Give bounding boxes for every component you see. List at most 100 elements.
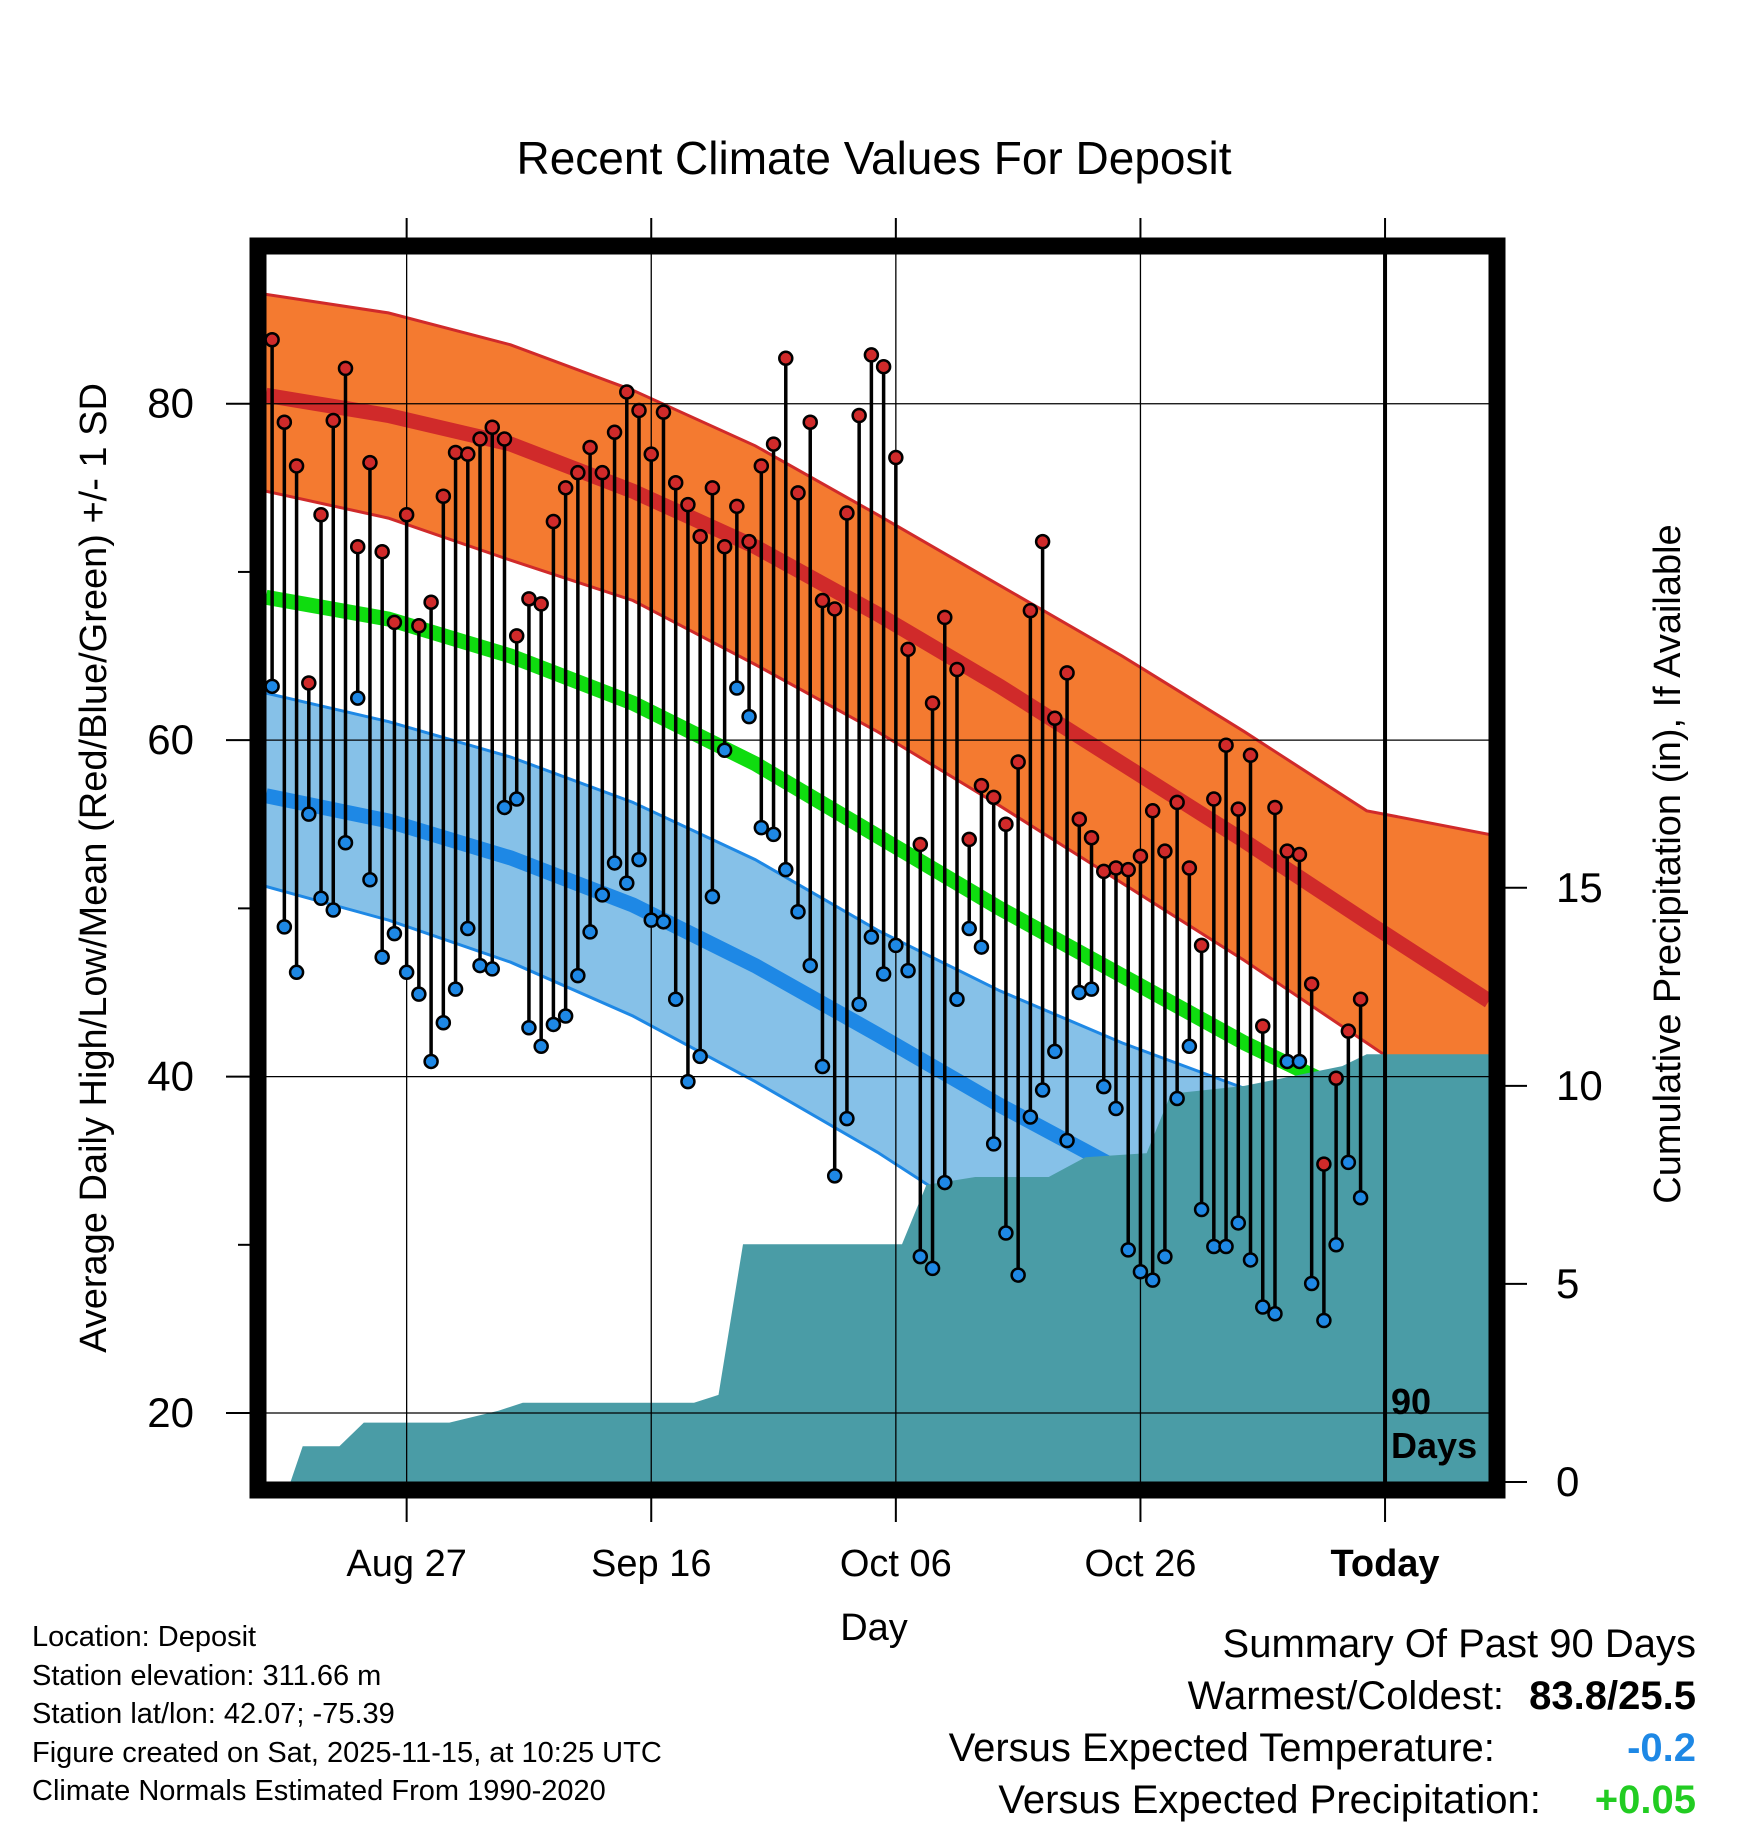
daily-low-point xyxy=(998,1225,1014,1241)
daily-high-point xyxy=(863,347,880,363)
daily-high-point xyxy=(1316,1156,1332,1172)
daily-low-point xyxy=(973,939,990,955)
daily-low-point xyxy=(1328,1237,1344,1253)
daily-high-point xyxy=(460,446,476,462)
daily-high-point xyxy=(753,458,770,474)
daily-low-point xyxy=(863,929,880,945)
daily-high-point xyxy=(594,464,611,481)
daily-high-point xyxy=(900,641,916,658)
daily-high-point xyxy=(1096,863,1112,880)
daily-low-point xyxy=(484,961,501,977)
daily-low-point xyxy=(716,742,733,758)
daily-low-point xyxy=(765,826,782,843)
daily-high-point xyxy=(1034,533,1051,550)
daily-low-point xyxy=(1096,1078,1112,1095)
daily-low-point xyxy=(557,1008,574,1024)
precip-vs-expected-label: Versus Expected Precipitation: xyxy=(998,1778,1541,1822)
daily-high-point xyxy=(949,661,965,678)
daily-high-point xyxy=(496,431,513,447)
daily-high-point xyxy=(1047,710,1063,727)
daily-low-point xyxy=(264,678,280,695)
summary-panel: Summary Of Past 90 Days Warmest/Coldest:… xyxy=(949,1618,1696,1826)
daily-low-point xyxy=(301,806,317,822)
daily-high-point xyxy=(667,475,684,491)
daily-low-point xyxy=(802,957,818,974)
station-metadata: Location: Deposit Station elevation: 311… xyxy=(32,1618,662,1811)
daily-low-point xyxy=(349,690,366,706)
daily-high-point xyxy=(998,816,1014,833)
daily-high-point xyxy=(606,424,623,441)
daily-high-point xyxy=(570,464,586,481)
daily-high-point xyxy=(888,449,904,466)
daily-high-point xyxy=(484,419,501,436)
daily-low-point xyxy=(1034,1082,1051,1098)
daily-high-point xyxy=(1193,937,1210,954)
daily-low-point xyxy=(814,1058,831,1075)
daily-low-point xyxy=(778,861,794,878)
daily-low-point xyxy=(790,903,806,920)
daily-low-point xyxy=(1218,1238,1234,1255)
daily-high-point xyxy=(1108,860,1124,876)
daily-high-point xyxy=(973,777,990,794)
daily-high-point xyxy=(814,592,831,609)
daily-high-point xyxy=(680,496,696,513)
daily-low-point xyxy=(386,925,403,942)
daily-high-point xyxy=(826,601,843,617)
daily-low-point xyxy=(582,924,598,940)
daily-high-point xyxy=(1340,1023,1357,1039)
daily-low-point xyxy=(631,851,647,868)
x-tick-label: Today xyxy=(1330,1543,1439,1585)
daily-high-point xyxy=(508,628,525,644)
high-sd-band-fill xyxy=(266,294,1489,1126)
daily-high-point xyxy=(1242,747,1259,764)
daily-low-point xyxy=(900,962,916,979)
y2-axis-label: Cumulative Precipitation (in), If Availa… xyxy=(1647,524,1689,1203)
daily-high-point xyxy=(1120,861,1136,878)
y-tick-label: 80 xyxy=(147,380,194,427)
daily-low-point xyxy=(423,1053,439,1070)
daily-high-point xyxy=(778,350,794,367)
daily-low-point xyxy=(1059,1132,1075,1149)
plot-frame xyxy=(249,237,1506,1499)
warmest-coldest-label: Warmest/Coldest: xyxy=(1187,1674,1505,1718)
y-tick-label: 40 xyxy=(147,1053,194,1100)
y2-tick-label: 15 xyxy=(1556,864,1603,911)
daily-high-point xyxy=(1010,754,1026,770)
daily-high-point xyxy=(1169,794,1185,811)
daily-low-point xyxy=(888,937,904,954)
daily-high-point xyxy=(349,538,366,555)
daily-high-point xyxy=(924,695,941,711)
daily-high-point xyxy=(264,332,280,348)
daily-low-point xyxy=(839,1110,855,1127)
warmest-coldest-value: 83.8/25.5 xyxy=(1529,1674,1696,1718)
daily-low-point xyxy=(288,964,305,981)
daily-high-point xyxy=(337,360,354,377)
daily-low-point xyxy=(704,888,721,905)
daily-low-point xyxy=(643,912,659,928)
daily-low-point xyxy=(1193,1201,1210,1218)
y2-tick-label: 5 xyxy=(1556,1260,1579,1307)
daily-high-point xyxy=(1303,976,1320,992)
cumulative-precip-area xyxy=(266,1054,1489,1482)
daily-low-point xyxy=(1144,1272,1161,1288)
daily-high-point xyxy=(325,412,342,429)
daily-high-point xyxy=(374,543,390,560)
daily-high-point xyxy=(875,358,892,375)
y2-tick-label: 10 xyxy=(1556,1062,1603,1109)
daily-high-point xyxy=(692,528,708,545)
daily-low-point xyxy=(1108,1100,1124,1117)
daily-low-point xyxy=(1267,1306,1283,1322)
daily-low-point xyxy=(276,919,293,935)
high-sd-band-lower xyxy=(266,489,1489,1127)
daily-high-point xyxy=(423,594,439,610)
chart-title: Recent Climate Values For Deposit xyxy=(517,132,1232,184)
daily-high-point xyxy=(802,414,818,430)
axes: 20 40 60 80 0 5 10 15 Aug 27 Sep 16 Oct 06 Oct 26 To… xyxy=(147,218,1603,1585)
daily-high-point xyxy=(276,414,293,430)
daily-high-point xyxy=(1328,1070,1344,1087)
daily-low-point xyxy=(594,887,611,903)
normals-text: Climate Normals Estimated From 1990-2020 xyxy=(32,1775,606,1807)
daily-low-point xyxy=(508,791,525,807)
daily-high-point xyxy=(704,480,721,496)
